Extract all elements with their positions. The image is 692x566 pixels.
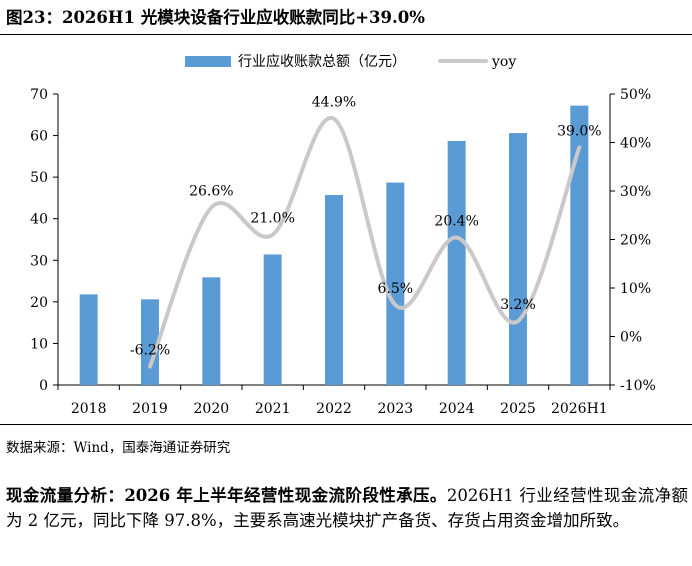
- y-left-tick-label: 0: [39, 378, 48, 394]
- yoy-data-label: 6.5%: [378, 281, 414, 297]
- yoy-data-label: 39.0%: [557, 123, 601, 139]
- analysis-paragraph: 现金流量分析：2026 年上半年经营性现金流阶段性承压。2026H1 行业经营性…: [6, 483, 688, 533]
- y-right-tick-label: 10%: [620, 281, 651, 297]
- x-tick-label: 2018: [71, 401, 107, 417]
- analysis-body: 2026H1 行业经营性现金流净额为 2 亿元，同比下降 97.8%，主要系高速…: [6, 486, 688, 530]
- legend-bar-swatch: [185, 56, 231, 67]
- bar: [141, 299, 159, 385]
- x-tick-label: 2021: [255, 401, 291, 417]
- yoy-point: [393, 303, 397, 307]
- y-left-tick-label: 20: [30, 295, 48, 311]
- yoy-data-label: 3.2%: [500, 297, 536, 313]
- source-divider: [0, 424, 692, 425]
- x-tick-label: 2024: [439, 401, 475, 417]
- yoy-data-label: 21.0%: [250, 211, 294, 227]
- yoy-line: [148, 116, 582, 369]
- analysis-lead: 现金流量分析：2026 年上半年经营性现金流阶段性承压。: [6, 486, 447, 505]
- yoy-data-label: 26.6%: [189, 183, 233, 199]
- source-note: 数据来源：Wind，国泰海通证券研究: [6, 440, 231, 456]
- y-left-tick-label: 70: [30, 87, 48, 103]
- yoy-point: [455, 236, 459, 240]
- yoy-point: [148, 365, 152, 369]
- y-left-tick-label: 60: [30, 129, 48, 145]
- yoy-point: [271, 233, 275, 237]
- x-tick-label: 2022: [316, 401, 352, 417]
- bar: [325, 195, 343, 385]
- yoy-point: [577, 145, 581, 149]
- y-left-tick-label: 30: [30, 253, 48, 269]
- yoy-point: [209, 205, 213, 209]
- yoy-point: [332, 117, 336, 121]
- y-left-tick-label: 50: [30, 170, 48, 186]
- yoy-data-label: 44.9%: [312, 95, 356, 111]
- y-right-tick-label: 50%: [620, 87, 651, 103]
- x-tick-label: 2019: [132, 401, 168, 417]
- y-right-tick-label: 20%: [620, 233, 651, 249]
- yoy-data-label: -6.2%: [130, 343, 170, 359]
- legend-line-label: yoy: [491, 54, 516, 70]
- legend-bar-label: 行业应收账款总额（亿元）: [238, 53, 406, 70]
- title-divider: [0, 34, 692, 35]
- legend: 行业应收账款总额（亿元） yoy: [185, 53, 516, 70]
- bar: [263, 254, 282, 385]
- y-right-tick-label: 0%: [620, 330, 642, 346]
- bar: [570, 105, 589, 385]
- yoy-data-label: 20.4%: [434, 214, 478, 230]
- yoy-point: [516, 319, 520, 323]
- bar: [79, 294, 98, 385]
- y-right-tick-label: 40%: [620, 136, 651, 152]
- y-left-tick-label: 10: [30, 336, 48, 352]
- bar: [509, 133, 527, 385]
- chart: 行业应收账款总额（亿元） yoy 0 10 20 30 40 50 60 70 -10% 0% 10…: [30, 53, 656, 417]
- x-tick-label: 2020: [194, 401, 230, 417]
- y-left-tick-label: 40: [30, 212, 48, 228]
- yoy-series: [148, 116, 582, 369]
- bar: [202, 277, 221, 385]
- data-labels: -6.2% 26.6% 21.0% 44.9% 6.5% 20.4% 3.2% 39.0%: [130, 95, 602, 359]
- x-tick-label: 2025: [500, 401, 536, 417]
- figure-title: 图23：2026H1 光模块设备行业应收账款同比+39.0%: [6, 8, 425, 27]
- axes: 0 10 20 30 40 50 60 70 -10% 0% 10% 20% 30% 40% 50% 2018…: [30, 87, 656, 417]
- x-tick-label: 2023: [378, 401, 414, 417]
- x-tick-label: 2026H1: [551, 401, 608, 417]
- bar: [447, 140, 466, 385]
- bar-series: [79, 105, 589, 385]
- bar: [386, 182, 405, 385]
- y-right-tick-label: -10%: [620, 378, 656, 394]
- y-right-tick-label: 30%: [620, 184, 651, 200]
